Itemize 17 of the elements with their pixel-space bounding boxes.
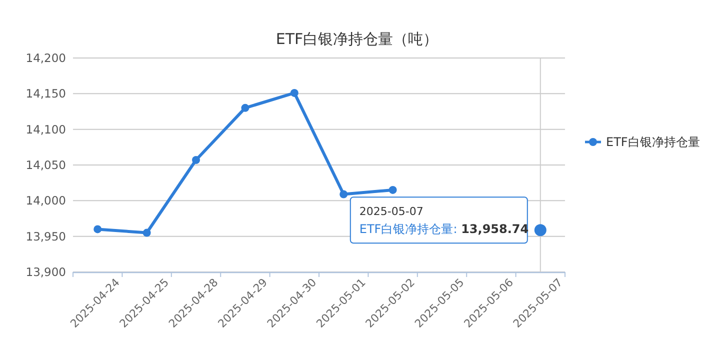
point <box>388 186 397 194</box>
y-tick-label: 14,050 <box>26 158 66 172</box>
y-tick-label: 13,900 <box>26 265 66 279</box>
y-tick-label: 14,100 <box>26 122 66 136</box>
y-tick-label: 14,000 <box>26 194 66 208</box>
y-tick-label: 13,950 <box>26 229 66 244</box>
point <box>241 104 250 112</box>
point <box>192 156 200 164</box>
point <box>142 228 151 237</box>
point <box>94 225 102 234</box>
chart-title: ETF白银净持仓量（吨） <box>276 30 438 48</box>
y-tick-label: 14,150 <box>26 86 66 101</box>
point <box>340 190 348 198</box>
y-tick-label: 14,200 <box>26 51 66 65</box>
point <box>290 88 298 97</box>
annotation: 2025-05-07 <box>359 205 424 218</box>
legend-label: ETF白银净持仓量 <box>606 135 700 149</box>
